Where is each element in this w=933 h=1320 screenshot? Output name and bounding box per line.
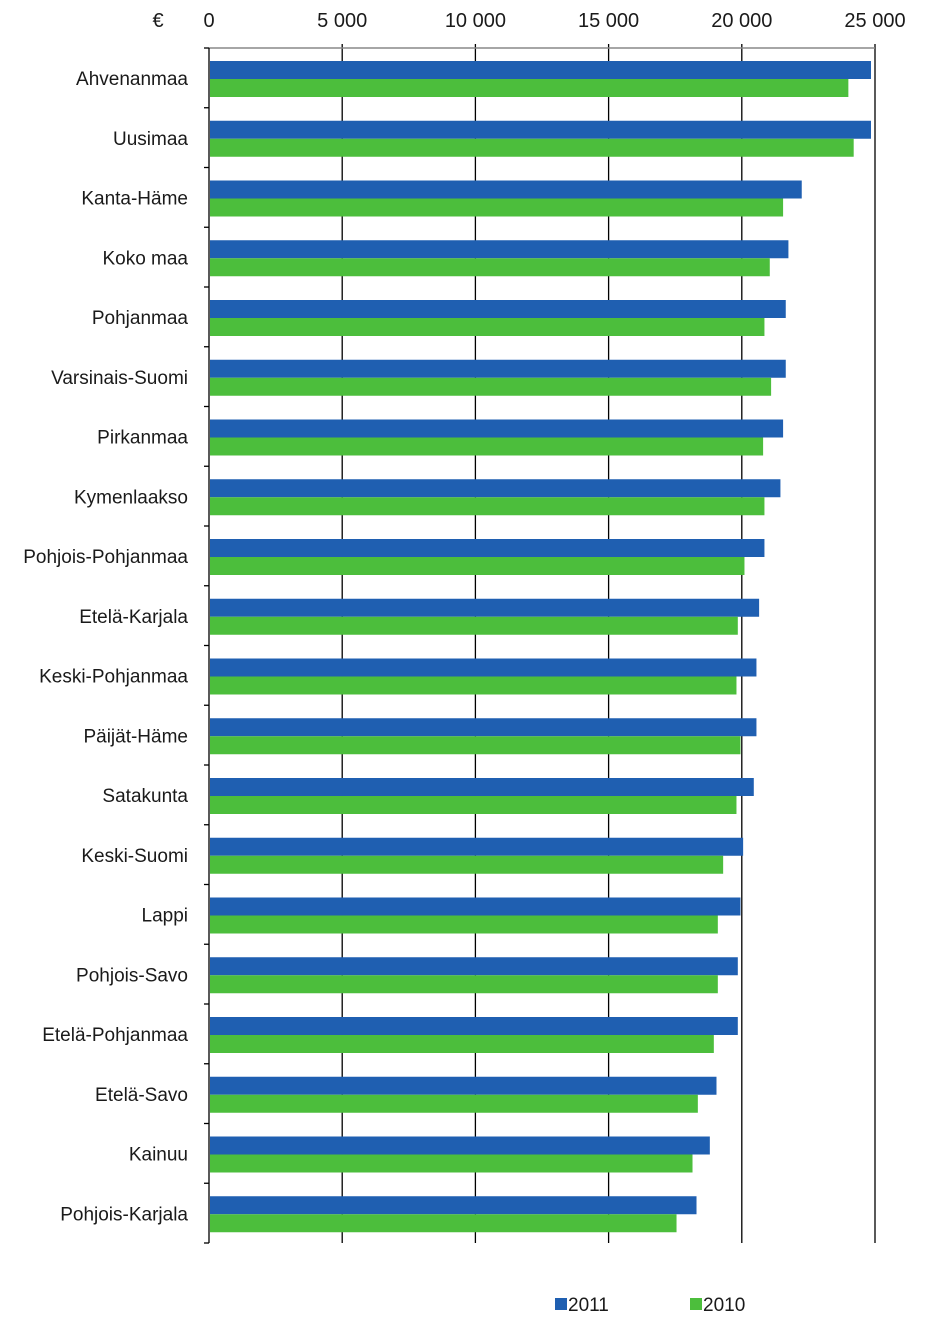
category-label-kainuu: Kainuu [129, 1145, 188, 1166]
bar-2010-pohjois-pohjanmaa [210, 557, 745, 575]
category-label-uusimaa: Uusimaa [113, 129, 188, 150]
category-label-etela-pohjanmaa: Etelä-Pohjanmaa [42, 1025, 188, 1046]
bar-2010-keski-pohjanmaa [210, 676, 737, 695]
category-label-pohjois-pohjanmaa: Pohjois-Pohjanmaa [23, 547, 188, 568]
legend-item-2011: 2011 [555, 1295, 609, 1316]
bar-2010-etela-karjala [210, 616, 738, 635]
bar-2011-etela-savo [210, 1076, 717, 1095]
bar-2011-keski-suomi [210, 837, 744, 856]
bar-2010-kanta-hame [210, 198, 784, 217]
bars [210, 61, 872, 1233]
bar-2011-pirkanmaa [210, 419, 784, 438]
bar-2010-etela-savo [210, 1094, 698, 1113]
bar-2010-satakunta [210, 796, 737, 814]
bar-2010-kymenlaakso [210, 497, 765, 516]
bar-2010-pohjois-karjala [210, 1214, 677, 1233]
legend-label-2010: 2010 [703, 1295, 745, 1316]
bar-2010-pohjois-savo [210, 975, 718, 994]
bar-2011-kymenlaakso [210, 479, 781, 498]
bar-2010-koko-maa [210, 258, 770, 277]
bar-2010-paijat-hame [210, 736, 741, 755]
bar-2011-kainuu [210, 1136, 710, 1155]
category-label-keski-pohjanmaa: Keski-Pohjanmaa [39, 667, 188, 688]
legend-swatch-2011 [555, 1298, 567, 1310]
bar-2010-lappi [210, 915, 718, 934]
category-label-pohjanmaa: Pohjanmaa [92, 308, 189, 329]
bar-2011-ahvenanmaa [210, 61, 872, 79]
x-tick-label: 25 000 [844, 10, 905, 32]
category-label-varsinais-suomi: Varsinais-Suomi [51, 368, 188, 389]
bar-2011-varsinais-suomi [210, 359, 786, 378]
bar-2011-keski-pohjanmaa [210, 658, 757, 677]
x-tick-label: 15 000 [578, 10, 639, 32]
bar-2010-uusimaa [210, 138, 854, 157]
bar-2011-koko-maa [210, 240, 789, 259]
legend-item-2010: 2010 [690, 1295, 745, 1316]
bar-2010-etela-pohjanmaa [210, 1035, 714, 1053]
category-label-kymenlaakso: Kymenlaakso [74, 487, 188, 508]
x-tick-label: 10 000 [445, 10, 506, 32]
bar-2011-satakunta [210, 778, 754, 796]
category-label-lappi: Lappi [142, 906, 189, 927]
grid-lines [341, 44, 876, 1243]
bar-2010-keski-suomi [210, 855, 724, 874]
bar-2011-pohjanmaa [210, 300, 786, 318]
category-label-satakunta: Satakunta [102, 786, 188, 807]
bar-2011-pohjois-pohjanmaa [210, 539, 765, 557]
category-label-pohjois-karjala: Pohjois-Karjala [60, 1204, 188, 1225]
bar-2011-kanta-hame [210, 180, 802, 199]
bar-2011-paijat-hame [210, 718, 757, 737]
bar-2011-etela-karjala [210, 598, 760, 617]
legend-swatch-2010 [690, 1298, 702, 1310]
category-label-ahvenanmaa: Ahvenanmaa [76, 69, 188, 90]
category-label-pohjois-savo: Pohjois-Savo [76, 965, 188, 986]
x-tick-label: 20 000 [711, 10, 772, 32]
bar-2011-pohjois-savo [210, 957, 738, 976]
category-label-keski-suomi: Keski-Suomi [81, 846, 188, 867]
bar-2010-pirkanmaa [210, 437, 764, 456]
category-label-etela-savo: Etelä-Savo [95, 1085, 188, 1106]
bar-2010-pohjanmaa [210, 318, 765, 336]
legend: 2011 2010 [555, 1295, 745, 1316]
bar-2011-pohjois-karjala [210, 1196, 697, 1215]
bar-2010-varsinais-suomi [210, 377, 772, 396]
category-label-pirkanmaa: Pirkanmaa [97, 428, 188, 449]
unit-label: € [152, 10, 163, 32]
bar-2011-etela-pohjanmaa [210, 1017, 738, 1035]
category-label-paijat-hame: Päijät-Häme [83, 726, 188, 747]
bar-2011-uusimaa [210, 120, 872, 139]
category-label-etela-karjala: Etelä-Karjala [79, 607, 188, 628]
labels: 0 5 000 10 000 15 000 20 000 25 000 Ahvenanmaa… [23, 10, 905, 1225]
bar-2010-kainuu [210, 1154, 693, 1173]
x-tick-label: 0 [203, 10, 214, 32]
bar-2011-lappi [210, 897, 741, 916]
x-tick-label: 5 000 [317, 10, 367, 32]
axes [204, 47, 875, 1244]
legend-label-2011: 2011 [568, 1295, 609, 1316]
category-label-kanta-hame: Kanta-Häme [81, 189, 188, 210]
category-label-koko-maa: Koko maa [102, 248, 188, 269]
bar-2010-ahvenanmaa [210, 79, 849, 97]
